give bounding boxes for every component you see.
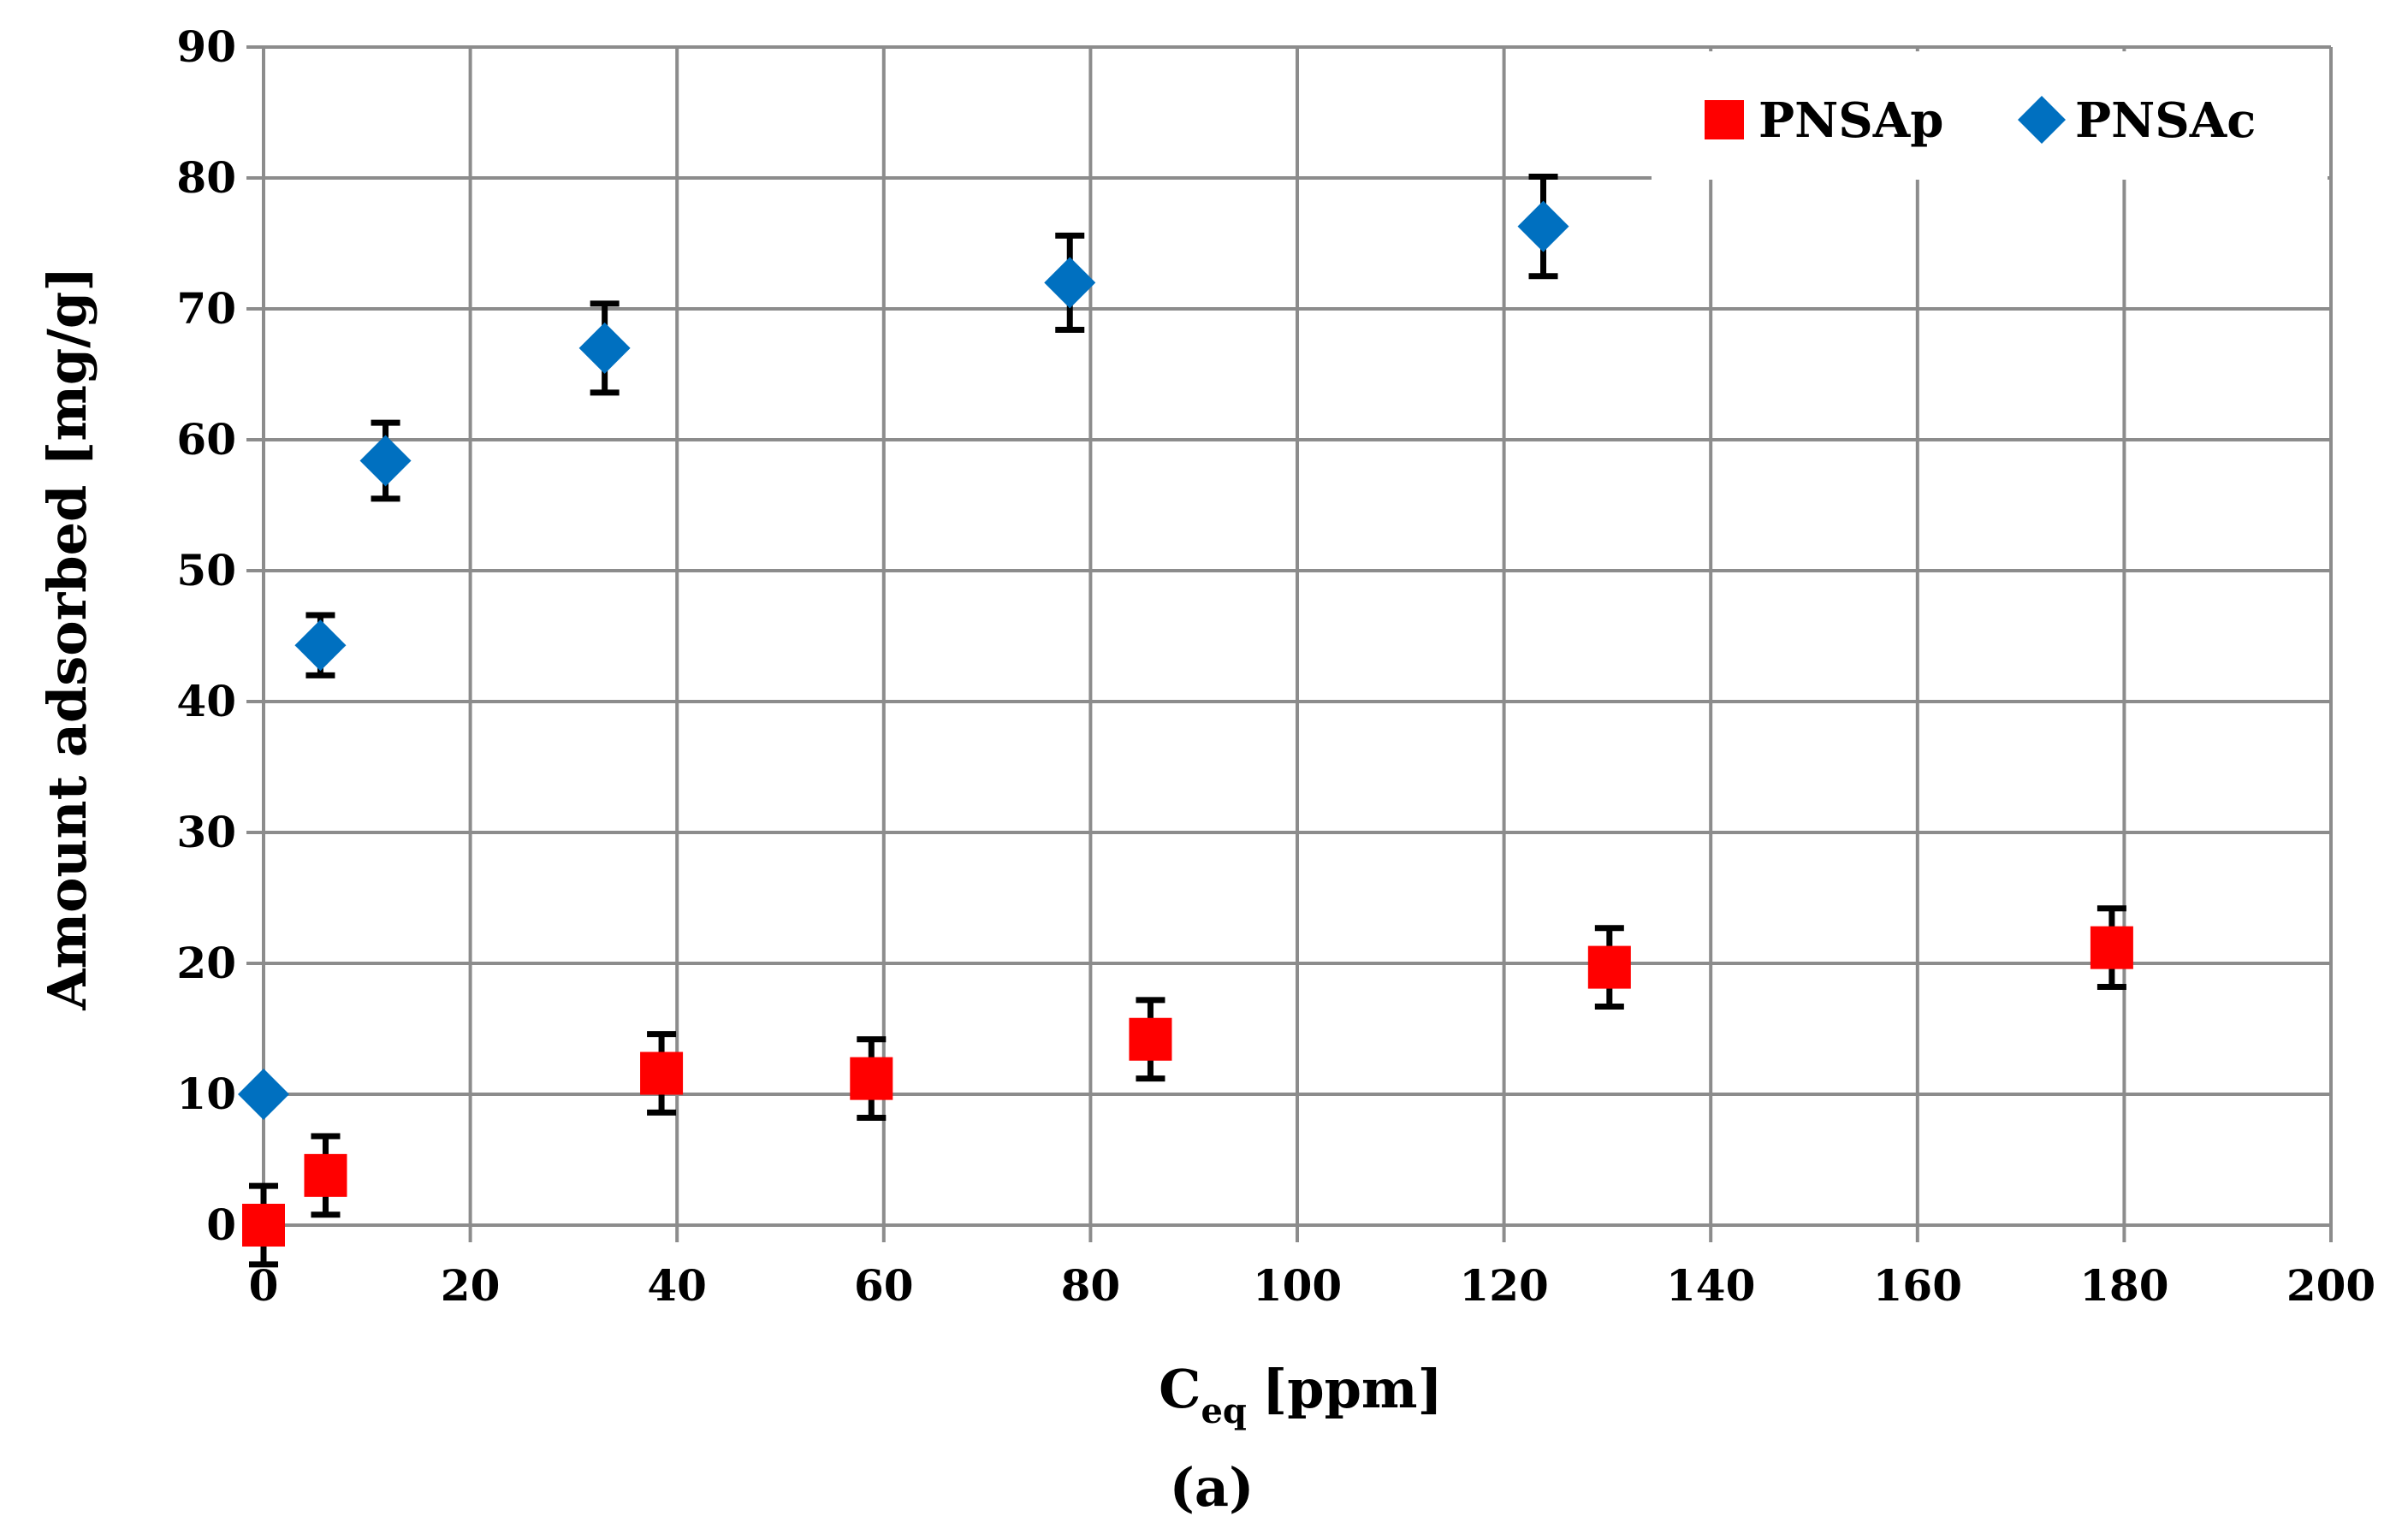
grid: [246, 45, 2333, 1242]
y-tick-label: 90: [176, 21, 236, 72]
point-pnsac: [578, 322, 631, 374]
x-tick-label: 140: [1666, 1260, 1755, 1311]
point-pnsap: [1587, 945, 1631, 989]
x-axis-title-unit: [ppm]: [1262, 1358, 1443, 1420]
x-tick-label: 100: [1253, 1260, 1342, 1311]
x-tick-label: 80: [1061, 1260, 1121, 1311]
point-pnsap: [242, 1204, 285, 1247]
point-pnsac: [1517, 200, 1569, 252]
point-pnsap: [640, 1051, 684, 1095]
x-axis-title-subscript: eq: [1201, 1391, 1246, 1431]
figure-caption: (a): [1170, 1456, 1254, 1519]
error-bars: [249, 173, 2126, 1268]
y-tick-label: 10: [176, 1069, 236, 1119]
legend-marker-pnsap: [1705, 100, 1744, 139]
x-tick-label: 0: [249, 1260, 279, 1311]
y-tick-label: 40: [176, 676, 236, 726]
point-pnsac: [294, 619, 347, 672]
y-axis-title: Amount adsorbed [mg/g]: [36, 266, 98, 1010]
x-axis-title-main: C: [1159, 1358, 1201, 1420]
x-tick-label: 160: [1873, 1260, 1962, 1311]
point-pnsap: [2090, 926, 2133, 969]
y-tick-labels: 0 10 20 30 40 50 60 70 80 90: [176, 21, 236, 1250]
x-tick-labels: 0 20 40 60 80 100 120 140 160 180 200: [249, 1260, 2376, 1311]
point-pnsap: [850, 1057, 893, 1100]
legend-label-pnsap: PNSAp: [1758, 92, 1943, 149]
point-pnsac: [359, 435, 412, 487]
legend: PNSAp PNSAc: [1652, 51, 2328, 180]
x-axis-title: Ceq [ppm]: [1159, 1358, 1443, 1431]
y-tick-label: 50: [176, 545, 236, 595]
x-tick-label: 20: [441, 1260, 501, 1311]
y-tick-label: 60: [176, 414, 236, 465]
legend-marker-pnsac: [2018, 96, 2066, 144]
point-pnsap: [304, 1153, 347, 1197]
data-markers: [238, 200, 2133, 1247]
y-tick-label: 30: [176, 807, 236, 857]
y-tick-label: 70: [176, 283, 236, 334]
x-tick-label: 40: [647, 1260, 707, 1311]
x-tick-label: 60: [854, 1260, 914, 1311]
y-tick-label: 0: [206, 1199, 236, 1250]
legend-label-pnsac: PNSAc: [2075, 92, 2256, 149]
x-tick-label: 120: [1459, 1260, 1548, 1311]
y-tick-label: 80: [176, 152, 236, 203]
point-pnsap: [1129, 1017, 1172, 1061]
x-tick-label: 200: [2286, 1260, 2375, 1311]
y-tick-label: 20: [176, 938, 236, 988]
x-tick-label: 180: [2079, 1260, 2168, 1311]
point-pnsac: [1044, 257, 1096, 309]
point-pnsac: [238, 1069, 289, 1120]
legend-box: [1652, 51, 2328, 180]
